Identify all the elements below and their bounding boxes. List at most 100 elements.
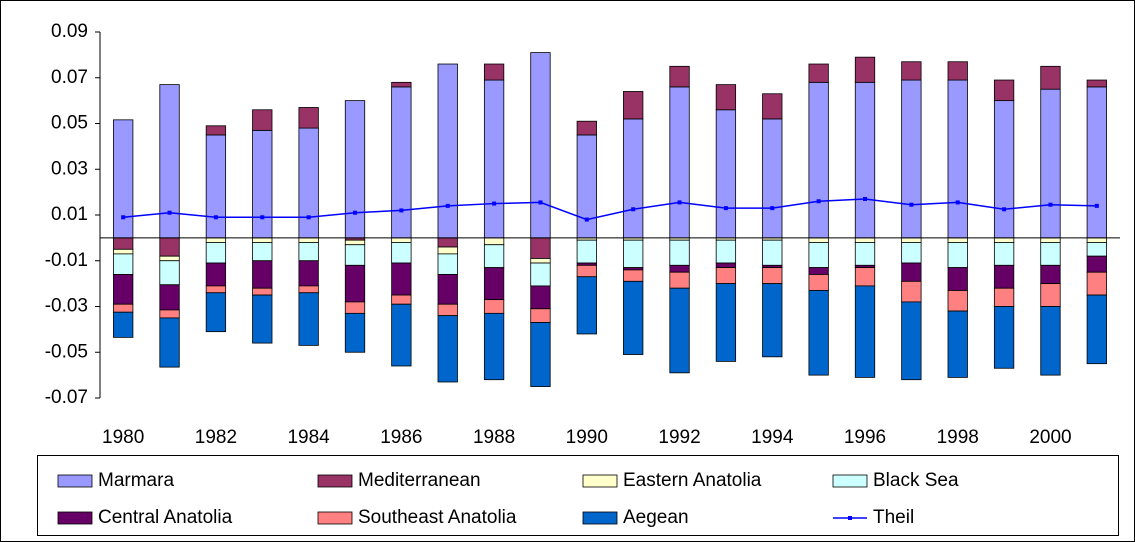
line-marker	[306, 215, 311, 220]
bar-segment	[483, 79, 505, 239]
bar-segment	[159, 309, 180, 319]
bar-segment	[391, 262, 412, 296]
bar-segment	[715, 283, 737, 362]
line-marker	[631, 207, 636, 212]
legend-swatch	[582, 474, 618, 488]
x-tick-label: 1980	[102, 427, 144, 448]
bar-segment	[1040, 242, 1061, 266]
bar-segment	[762, 93, 783, 120]
legend-label: Black Sea	[873, 470, 959, 491]
line-marker	[213, 215, 218, 220]
bar-segment	[298, 127, 319, 239]
bar-segment	[113, 248, 134, 255]
bar-segment	[252, 294, 273, 344]
bar-segment	[576, 264, 597, 278]
y-tick-label: -0.07	[45, 387, 88, 408]
bar-segment	[530, 237, 551, 259]
legend-label: Mediterranean	[358, 470, 481, 491]
line-marker	[723, 206, 728, 211]
line	[123, 198, 1097, 221]
bar-segment	[437, 63, 458, 239]
legend-swatch	[317, 511, 353, 525]
bar-segment	[437, 274, 458, 305]
bar-segment	[483, 244, 505, 269]
bar-segment	[762, 283, 783, 358]
legend-swatch	[317, 474, 353, 488]
bar-segment	[530, 322, 551, 387]
line-marker	[816, 199, 821, 204]
bar-segment	[808, 290, 829, 376]
bar-segment	[252, 242, 273, 262]
legend-swatch	[57, 474, 93, 488]
bar-segment	[298, 242, 319, 262]
legend-label: Eastern Anatolia	[623, 470, 762, 491]
bar-segment	[344, 264, 366, 303]
line-marker	[909, 202, 914, 207]
bar-segment	[947, 267, 968, 291]
x-tick-label: 2000	[1029, 427, 1071, 448]
bar-segment	[483, 237, 505, 246]
bar-segment	[159, 255, 180, 262]
bar-segment	[1086, 271, 1107, 296]
bar-segment	[947, 61, 968, 81]
bar-segment	[901, 242, 922, 264]
bar-segment	[808, 81, 829, 239]
bar-segment	[252, 237, 273, 243]
bar-segment	[854, 267, 876, 287]
line-marker	[167, 210, 172, 215]
bar-segment	[808, 63, 829, 83]
bar-segment	[808, 242, 829, 269]
bar-segment	[159, 84, 180, 239]
bar-segment	[901, 79, 922, 239]
bar-segment	[715, 109, 737, 239]
bar-segment	[1040, 88, 1061, 239]
bar-segment	[344, 100, 366, 239]
bar-segment	[391, 303, 412, 367]
bar-segment	[1040, 264, 1061, 285]
bar-segment	[205, 237, 227, 243]
bar-segment	[993, 237, 1015, 243]
bar-segment	[993, 242, 1015, 266]
bar-segment	[113, 119, 134, 239]
x-tick-label: 1998	[937, 427, 979, 448]
bar-segment	[344, 312, 366, 353]
legend-box	[37, 455, 1119, 536]
bar-segment	[483, 299, 505, 314]
bar-segment	[391, 294, 412, 305]
bar-segment	[669, 271, 690, 289]
bar-segment	[159, 260, 180, 286]
bar-segment	[437, 246, 458, 255]
bar-segment	[1040, 237, 1061, 243]
bar-segment	[623, 239, 644, 269]
bar-segment	[159, 237, 180, 257]
bar-segment	[483, 312, 505, 381]
bar-segment	[854, 56, 876, 83]
bar-segment	[576, 276, 597, 335]
x-tick-label: 1982	[195, 427, 237, 448]
bar-segment	[344, 301, 366, 314]
bar-segment	[762, 267, 783, 285]
bar-segment	[762, 118, 783, 239]
x-tick-label: 1996	[844, 427, 886, 448]
bar-segment	[576, 239, 597, 264]
bar-segment	[854, 237, 876, 243]
line-marker	[584, 217, 589, 222]
bar-segment	[901, 61, 922, 81]
y-tick-label: 0.05	[51, 113, 88, 134]
bar-segment	[530, 258, 551, 264]
bar-segment	[669, 239, 690, 266]
bar-segment	[669, 86, 690, 239]
bar-segment	[1040, 283, 1061, 307]
bar-segment	[715, 239, 737, 264]
bar-segment	[1086, 242, 1107, 257]
bar-segment	[483, 63, 505, 81]
bar-segment	[113, 311, 134, 338]
bar-segment	[669, 264, 690, 273]
bar-segment	[947, 242, 968, 269]
line-marker	[863, 196, 867, 201]
bar-segment	[113, 237, 134, 250]
y-tick-label: 0.09	[51, 21, 88, 42]
y-tick-label: 0.07	[51, 67, 88, 88]
bar-segment	[854, 285, 876, 378]
